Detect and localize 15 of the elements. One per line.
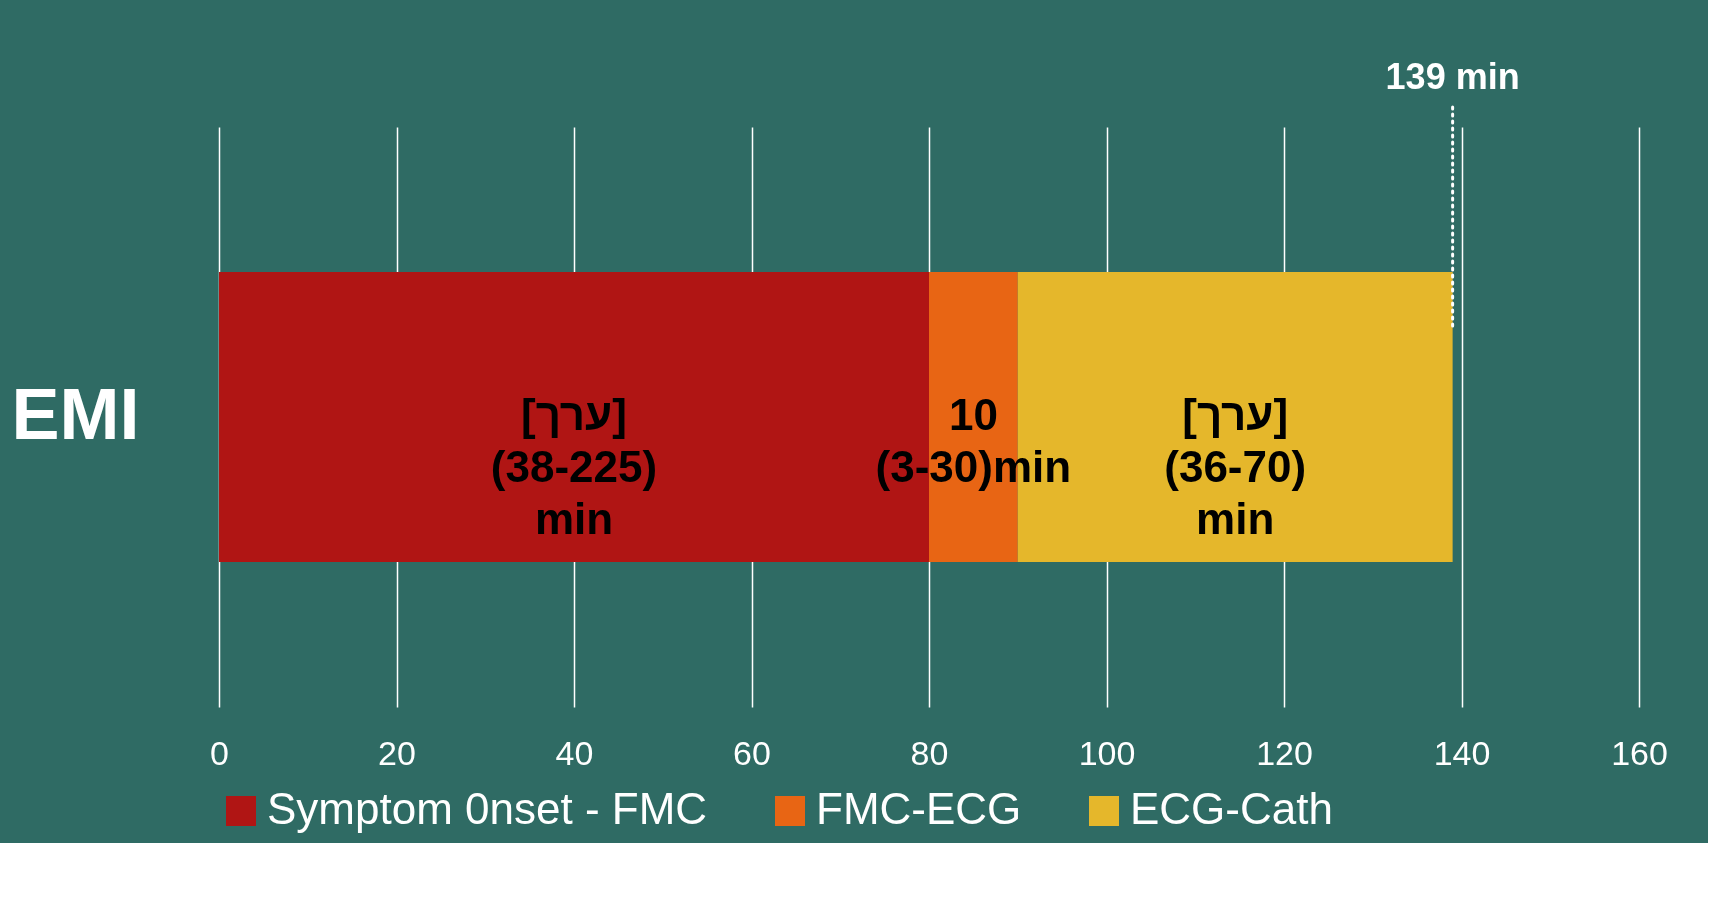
legend-label: Symptom 0nset - FMC	[267, 784, 708, 833]
legend-label: FMC-ECG	[816, 784, 1022, 833]
x-tick-label: 20	[378, 733, 416, 772]
x-tick-label: 100	[1078, 733, 1136, 772]
x-tick-label: 60	[733, 733, 771, 772]
x-tick-label: 40	[555, 733, 594, 772]
x-tick-label: 0	[210, 733, 229, 772]
ref-line-label: 139 min	[1385, 56, 1520, 97]
x-tick-label: 80	[910, 733, 949, 772]
data-label: 10 (3-30)min	[875, 390, 1072, 491]
x-tick-label: 140	[1433, 733, 1491, 772]
legend-label: ECG-Cath	[1130, 784, 1333, 833]
y-tick-label: EMI	[11, 374, 140, 454]
x-tick-label: 120	[1256, 733, 1313, 772]
x-tick-label: 160	[1611, 733, 1668, 772]
